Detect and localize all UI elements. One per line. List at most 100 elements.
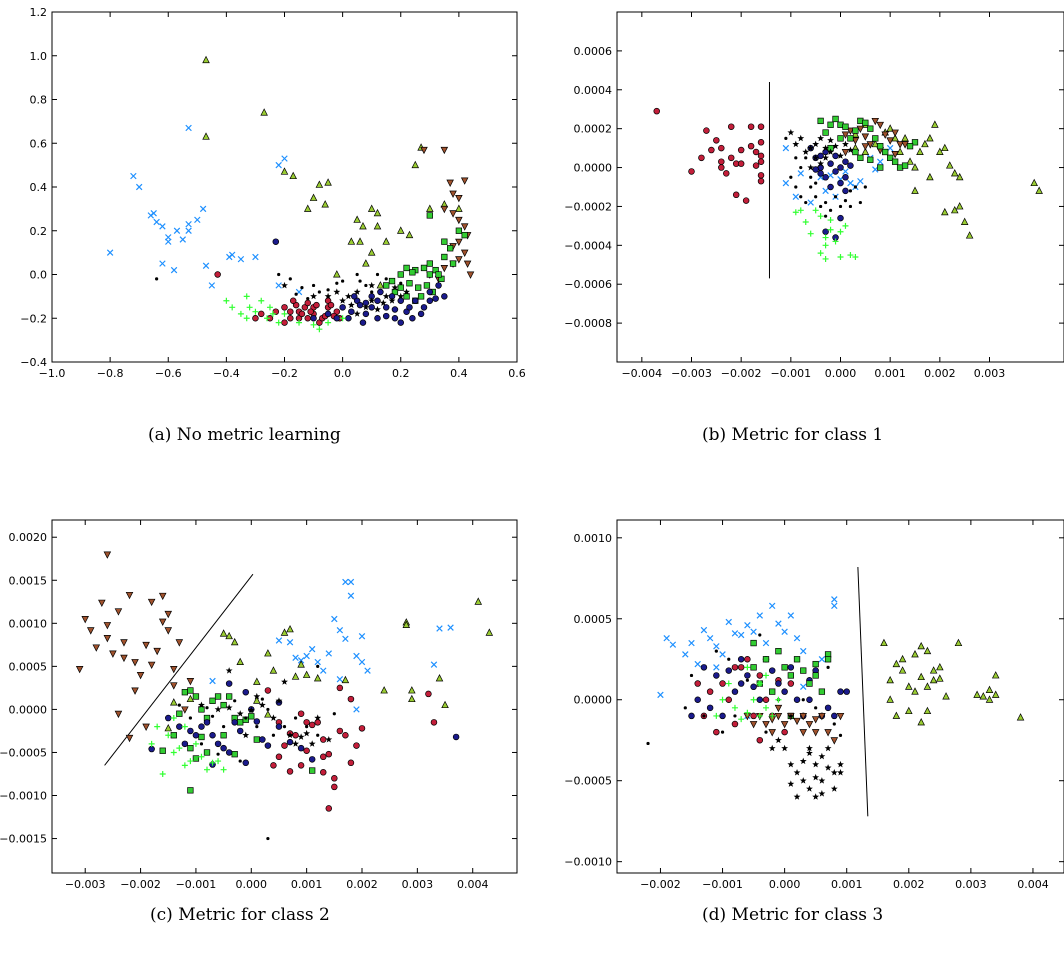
point-triangle-up bbox=[898, 666, 907, 674]
point-triangle-down bbox=[114, 710, 123, 719]
point-triangle-down bbox=[762, 721, 770, 729]
point-plus bbox=[266, 304, 273, 311]
point-square bbox=[887, 154, 894, 161]
point-circle bbox=[843, 688, 850, 695]
point-dot bbox=[853, 185, 857, 189]
point-square bbox=[842, 123, 849, 130]
point-square bbox=[248, 713, 255, 720]
x-tick-label: 0.004 bbox=[457, 878, 489, 891]
point-dot bbox=[794, 156, 798, 160]
point-triangle-down bbox=[876, 121, 885, 130]
point-circle bbox=[289, 297, 297, 305]
y-tick-label: 0.0005 bbox=[574, 613, 613, 626]
y-tick-label: 0.0010 bbox=[574, 532, 613, 545]
point-dot bbox=[683, 706, 687, 710]
point-star bbox=[793, 769, 801, 776]
point-x bbox=[694, 660, 701, 668]
point-dot bbox=[260, 697, 264, 701]
point-square bbox=[388, 277, 396, 285]
point-triangle-down bbox=[170, 665, 178, 674]
point-x bbox=[336, 676, 344, 683]
point-triangle-up bbox=[303, 204, 312, 212]
point-x bbox=[737, 631, 745, 639]
point-dot bbox=[188, 716, 192, 720]
point-triangle-down bbox=[841, 149, 850, 157]
point-dot bbox=[332, 712, 336, 716]
point-plus bbox=[812, 207, 819, 214]
x-tick-label: −0.8 bbox=[97, 367, 124, 380]
point-circle bbox=[731, 664, 739, 671]
point-star bbox=[830, 769, 838, 776]
point-dot bbox=[341, 279, 345, 283]
point-dot bbox=[833, 195, 838, 199]
point-x bbox=[744, 622, 751, 629]
point-circle bbox=[382, 304, 390, 311]
point-triangle-down bbox=[455, 194, 463, 203]
point-dot bbox=[848, 189, 853, 193]
point-triangle-up bbox=[219, 629, 228, 637]
point-triangle-up bbox=[264, 710, 272, 718]
point-square bbox=[187, 787, 194, 794]
point-plus bbox=[725, 680, 732, 687]
point-circle bbox=[331, 783, 338, 791]
point-circle bbox=[209, 731, 216, 739]
point-circle bbox=[747, 142, 755, 150]
point-x bbox=[281, 155, 288, 162]
point-plus bbox=[220, 766, 227, 773]
point-circle bbox=[231, 719, 238, 726]
point-circle bbox=[752, 162, 760, 169]
point-star bbox=[242, 731, 250, 739]
point-circle bbox=[719, 680, 726, 687]
point-square bbox=[170, 732, 177, 739]
point-triangle-up bbox=[880, 638, 888, 647]
point-triangle-down bbox=[120, 654, 128, 663]
point-triangle-down bbox=[420, 146, 428, 155]
point-square bbox=[403, 293, 410, 300]
point-circle bbox=[325, 750, 333, 758]
point-dot bbox=[266, 836, 270, 841]
point-x bbox=[275, 637, 283, 644]
point-triangle-up bbox=[861, 147, 870, 155]
point-x bbox=[800, 683, 807, 691]
point-dot bbox=[355, 272, 359, 277]
point-circle bbox=[713, 137, 720, 144]
point-circle bbox=[706, 688, 714, 695]
point-triangle-up bbox=[291, 672, 300, 680]
point-circle bbox=[756, 696, 764, 703]
point-square bbox=[435, 271, 442, 278]
x-tick-label: −0.004 bbox=[621, 367, 662, 380]
point-circle bbox=[270, 762, 277, 769]
point-triangle-up bbox=[931, 120, 939, 128]
point-circle bbox=[435, 282, 442, 289]
point-dot bbox=[826, 665, 830, 669]
point-square bbox=[837, 135, 844, 142]
point-circle bbox=[420, 304, 428, 311]
point-triangle-up bbox=[367, 248, 376, 256]
point-triangle-down bbox=[103, 622, 112, 630]
caption-c: (c) Metric for class 2 bbox=[150, 905, 330, 925]
point-plus bbox=[750, 696, 757, 703]
point-star bbox=[368, 281, 376, 289]
point-triangle-down bbox=[811, 716, 820, 724]
point-dot bbox=[288, 277, 292, 281]
point-circle bbox=[362, 310, 370, 318]
point-square bbox=[417, 293, 425, 300]
point-x bbox=[831, 596, 838, 603]
point-star bbox=[837, 760, 844, 768]
point-square bbox=[882, 148, 889, 156]
point-x bbox=[347, 592, 355, 599]
point-circle bbox=[264, 742, 272, 749]
point-square bbox=[818, 688, 826, 695]
point-triangle-up bbox=[359, 222, 367, 230]
y-tick-label: 0.0000 bbox=[9, 703, 48, 716]
point-x bbox=[286, 639, 294, 646]
point-square bbox=[237, 719, 244, 726]
point-x bbox=[719, 651, 726, 658]
point-x bbox=[847, 179, 854, 187]
point-x bbox=[292, 654, 299, 661]
point-circle bbox=[787, 664, 795, 671]
point-star bbox=[799, 757, 807, 765]
point-plus bbox=[822, 242, 829, 249]
caption-b: (b) Metric for class 1 bbox=[702, 425, 884, 445]
point-x bbox=[159, 260, 166, 267]
